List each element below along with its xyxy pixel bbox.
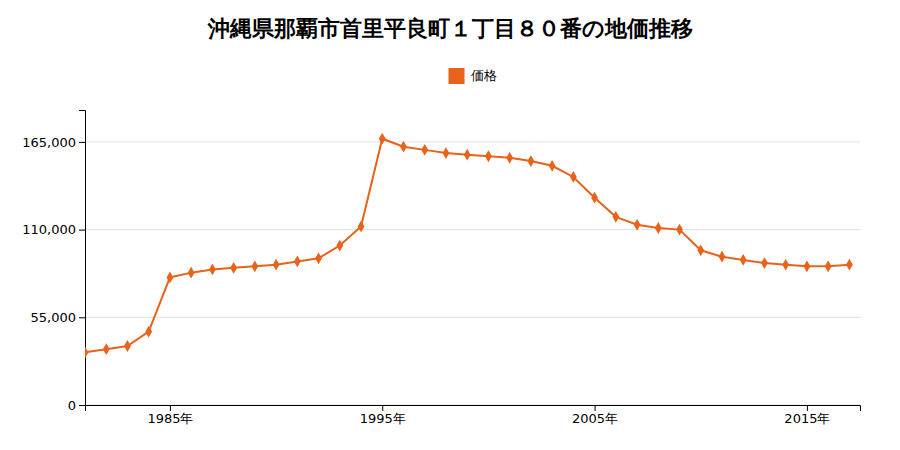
point [846, 259, 853, 271]
point [336, 240, 343, 252]
point [209, 264, 216, 276]
point [485, 150, 492, 162]
point [761, 257, 768, 269]
point [676, 224, 683, 236]
point [230, 262, 237, 274]
tick-label: 55,000 [31, 310, 77, 325]
axis-line [86, 406, 861, 412]
point [443, 147, 450, 159]
grid [85, 142, 860, 405]
marks [85, 133, 853, 358]
point [188, 267, 195, 279]
grid-line [85, 317, 860, 318]
tick-mark [170, 405, 171, 411]
tick: 165,000 [22, 135, 85, 150]
grid-line [85, 229, 860, 230]
plot: 1985年 1995年 2005年 2015年 0 55,000 110,000 165,00… [22, 111, 860, 427]
point [273, 259, 280, 271]
tick-label: 1995年 [360, 411, 406, 426]
grid-line [85, 141, 860, 142]
legend-swatch [449, 68, 465, 84]
point [421, 144, 428, 156]
point [400, 141, 407, 153]
line [85, 139, 849, 353]
point [358, 221, 365, 233]
point [124, 340, 131, 352]
point [804, 260, 811, 272]
point [591, 192, 598, 204]
tick-mark [79, 317, 85, 318]
tick-mark [595, 405, 596, 411]
tick-mark [79, 230, 85, 231]
point [251, 260, 258, 272]
legend: 価格 [449, 68, 497, 84]
point [103, 343, 110, 355]
tick-mark [79, 142, 85, 143]
tick: 110,000 [22, 222, 85, 237]
tick-label: 1985年 [147, 411, 193, 426]
tick: 2015年 [784, 405, 830, 426]
tick: 55,000 [31, 310, 86, 325]
point [825, 260, 832, 272]
title: 沖縄県那覇市首里平良町１丁目８０番の地価推移 [207, 16, 693, 41]
point [612, 211, 619, 223]
point [506, 152, 513, 164]
tick-mark [807, 405, 808, 411]
point [549, 160, 556, 172]
point [527, 155, 534, 167]
tick-label: 110,000 [22, 222, 76, 237]
tick-label: 2005年 [572, 411, 618, 426]
point [167, 272, 174, 284]
point [634, 219, 641, 231]
point [379, 133, 386, 145]
x-axis: 1985年 1995年 2005年 2015年 [86, 405, 861, 426]
legend-item: 価格 [449, 68, 497, 84]
tick-mark [79, 405, 85, 406]
tick: 1985年 [147, 405, 193, 426]
point [145, 326, 152, 338]
point [719, 251, 726, 263]
tick: 1995年 [360, 405, 406, 426]
point [570, 171, 577, 183]
chart: 沖縄県那覇市首里平良町１丁目８０番の地価推移 1985年 1995年 2005年 201… [0, 0, 900, 450]
point [740, 254, 747, 266]
tick-label: 165,000 [22, 135, 76, 150]
y-axis: 0 55,000 110,000 165,000 [22, 111, 85, 413]
point [294, 256, 301, 268]
tick: 2005年 [572, 405, 618, 426]
tick-label: 0 [68, 398, 76, 413]
tick-mark [382, 405, 383, 411]
tick-label: 2015年 [784, 411, 830, 426]
point [655, 222, 662, 234]
tick: 0 [68, 398, 85, 413]
point [85, 346, 88, 358]
point [782, 259, 789, 271]
point [697, 244, 704, 256]
axis-line [79, 111, 86, 406]
legend-label: 価格 [471, 68, 497, 83]
point [315, 252, 322, 264]
point [464, 149, 471, 161]
